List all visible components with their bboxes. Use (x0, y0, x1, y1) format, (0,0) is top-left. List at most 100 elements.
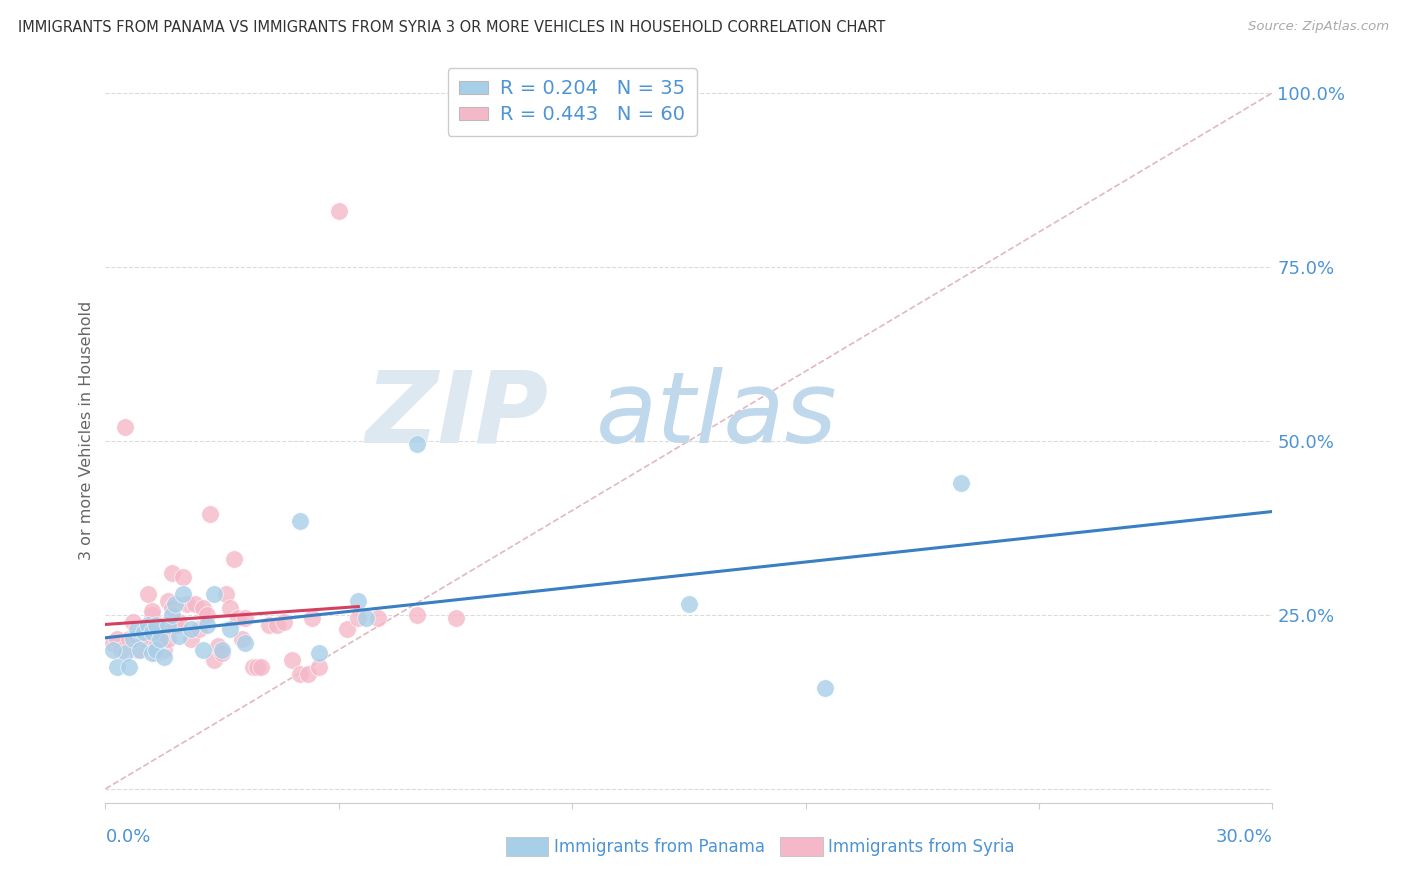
Point (195, 607, 218, 622)
Point (156, 632, 179, 647)
Point (288, 514, 311, 528)
Point (207, 639, 229, 653)
Point (160, 566, 183, 580)
Point (405, 607, 427, 622)
Point (141, 604, 163, 618)
Point (145, 639, 167, 653)
Point (191, 600, 214, 615)
Point (180, 622, 202, 636)
Point (134, 625, 156, 640)
Point (129, 642, 152, 657)
Point (141, 646, 163, 660)
Point (114, 420, 136, 434)
Point (308, 646, 330, 660)
Point (149, 632, 172, 647)
Point (184, 598, 207, 612)
Point (202, 587, 225, 601)
Point (125, 629, 148, 643)
Text: Immigrants from Panama: Immigrants from Panama (554, 838, 765, 855)
Point (156, 594, 179, 608)
Legend: R = 0.204   N = 35, R = 0.443   N = 60: R = 0.204 N = 35, R = 0.443 N = 60 (447, 68, 697, 136)
Point (215, 587, 238, 601)
Point (125, 642, 148, 657)
Point (191, 642, 214, 657)
Point (242, 660, 264, 674)
Text: ZIP: ZIP (366, 367, 548, 464)
Point (301, 611, 323, 625)
Point (141, 625, 163, 640)
Point (129, 625, 152, 640)
Point (202, 653, 225, 667)
Point (105, 632, 128, 647)
Point (160, 600, 183, 615)
Point (235, 636, 257, 650)
Y-axis label: 3 or more Vehicles in Household: 3 or more Vehicles in Household (79, 301, 94, 560)
Point (136, 587, 159, 601)
Point (134, 632, 156, 647)
Point (153, 642, 174, 657)
Text: Immigrants from Syria: Immigrants from Syria (828, 838, 1015, 855)
Point (153, 618, 174, 632)
Point (134, 622, 156, 636)
Point (169, 615, 191, 629)
Point (172, 587, 194, 601)
Point (211, 642, 233, 657)
Point (211, 646, 233, 660)
Point (169, 629, 191, 643)
Point (149, 625, 172, 640)
Point (678, 598, 700, 612)
Point (105, 660, 128, 674)
Point (235, 611, 257, 625)
Point (145, 646, 167, 660)
Text: atlas: atlas (596, 367, 837, 464)
Text: IMMIGRANTS FROM PANAMA VS IMMIGRANTS FROM SYRIA 3 OR MORE VEHICLES IN HOUSEHOLD : IMMIGRANTS FROM PANAMA VS IMMIGRANTS FRO… (18, 20, 886, 35)
Point (814, 681, 837, 695)
Point (172, 569, 194, 583)
Point (118, 660, 141, 674)
Text: Source: ZipAtlas.com: Source: ZipAtlas.com (1249, 20, 1389, 33)
Point (153, 649, 174, 664)
Point (273, 615, 295, 629)
Point (336, 622, 359, 636)
Point (219, 600, 242, 615)
Point (222, 552, 245, 566)
Point (141, 607, 163, 622)
Point (444, 611, 467, 625)
Point (136, 629, 159, 643)
Point (103, 636, 125, 650)
Point (219, 622, 242, 636)
Point (103, 642, 125, 657)
Point (246, 660, 269, 674)
Point (121, 632, 143, 647)
Point (950, 475, 973, 490)
Point (114, 646, 136, 660)
Point (156, 618, 179, 632)
Point (297, 667, 319, 681)
Point (347, 594, 370, 608)
Point (257, 618, 280, 632)
Point (145, 642, 167, 657)
Point (266, 618, 288, 632)
Point (281, 653, 304, 667)
Point (180, 632, 202, 647)
Point (231, 632, 253, 647)
Point (160, 607, 183, 622)
Point (110, 642, 132, 657)
Point (165, 598, 187, 612)
Point (187, 622, 209, 636)
Point (165, 618, 187, 632)
Point (118, 632, 141, 647)
Point (328, 204, 350, 219)
Point (226, 611, 249, 625)
Point (354, 611, 377, 625)
Point (405, 437, 427, 451)
Point (125, 622, 148, 636)
Point (308, 660, 330, 674)
Point (347, 611, 370, 625)
Point (145, 618, 167, 632)
Point (200, 507, 222, 521)
Text: 0.0%: 0.0% (105, 828, 150, 846)
Point (121, 615, 143, 629)
Point (250, 660, 273, 674)
Text: 30.0%: 30.0% (1216, 828, 1272, 846)
